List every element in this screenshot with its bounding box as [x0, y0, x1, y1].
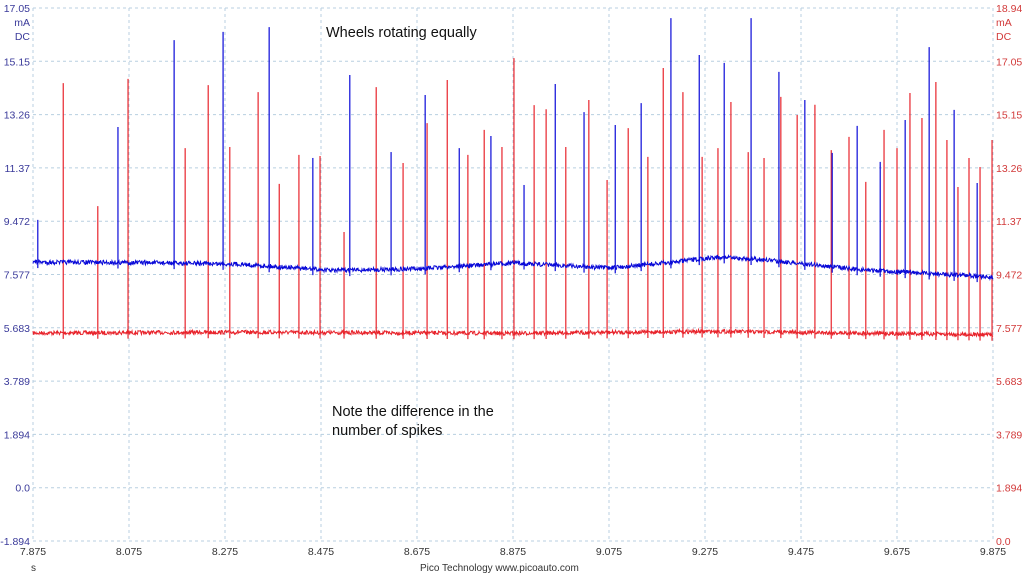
- left-axis-unit: mA: [14, 17, 30, 29]
- right-axis-coupling: DC: [996, 31, 1012, 43]
- left-y-tick-label: 1.894: [4, 429, 30, 441]
- series-baseline-channel-a: [32, 253, 994, 281]
- right-y-tick-label: 15.15: [996, 110, 1022, 122]
- x-axis-unit: s: [31, 563, 36, 574]
- x-tick-label: 9.675: [884, 546, 910, 558]
- left-y-tick-label: 7.577: [4, 270, 30, 282]
- right-y-tick-label: 9.472: [996, 270, 1022, 282]
- right-y-tick-label: 11.37: [996, 216, 1022, 228]
- left-axis-coupling: DC: [15, 31, 31, 43]
- x-tick-label: 9.875: [980, 546, 1006, 558]
- right-axis-unit: mA: [996, 17, 1012, 29]
- x-tick-label: 8.275: [212, 546, 238, 558]
- left-y-tick-label: 17.05: [4, 3, 30, 15]
- footer-brand: Pico Technology www.picoauto.com: [420, 563, 579, 574]
- left-y-tick-label: 0.0: [15, 483, 30, 495]
- right-y-tick-label: 0.0: [996, 536, 1011, 548]
- annotation-title: Wheels rotating equally: [326, 25, 477, 41]
- x-tick-label: 9.275: [692, 546, 718, 558]
- right-y-tick-label: 1.894: [996, 483, 1022, 495]
- x-tick-label: 9.075: [596, 546, 622, 558]
- left-y-tick-label: -1.894: [0, 536, 30, 548]
- left-y-tick-label: 13.26: [4, 110, 30, 122]
- x-tick-label: 7.875: [20, 546, 46, 558]
- left-y-tick-label: 11.37: [5, 163, 31, 175]
- right-y-tick-label: 7.577: [996, 323, 1022, 335]
- x-tick-label: 9.475: [788, 546, 814, 558]
- right-y-tick-label: 5.683: [996, 376, 1022, 388]
- right-y-tick-label: 3.789: [996, 429, 1022, 441]
- left-y-tick-label: 9.472: [4, 216, 30, 228]
- right-y-tick-label: 18.94: [996, 3, 1022, 15]
- series-baseline-channel-b: [32, 327, 994, 338]
- left-y-tick-label: 15.15: [4, 56, 30, 68]
- x-tick-label: 8.075: [116, 546, 142, 558]
- right-y-tick-label: 17.05: [996, 56, 1022, 68]
- left-y-tick-label: 5.683: [4, 323, 30, 335]
- annotation-note-line2: number of spikes: [332, 423, 443, 439]
- left-y-tick-label: 3.789: [4, 376, 30, 388]
- annotation-note-line1: Note the difference in the: [332, 404, 494, 420]
- x-tick-label: 8.675: [404, 546, 430, 558]
- right-y-tick-label: 13.26: [996, 163, 1022, 175]
- x-tick-label: 8.875: [500, 546, 526, 558]
- x-tick-label: 8.475: [308, 546, 334, 558]
